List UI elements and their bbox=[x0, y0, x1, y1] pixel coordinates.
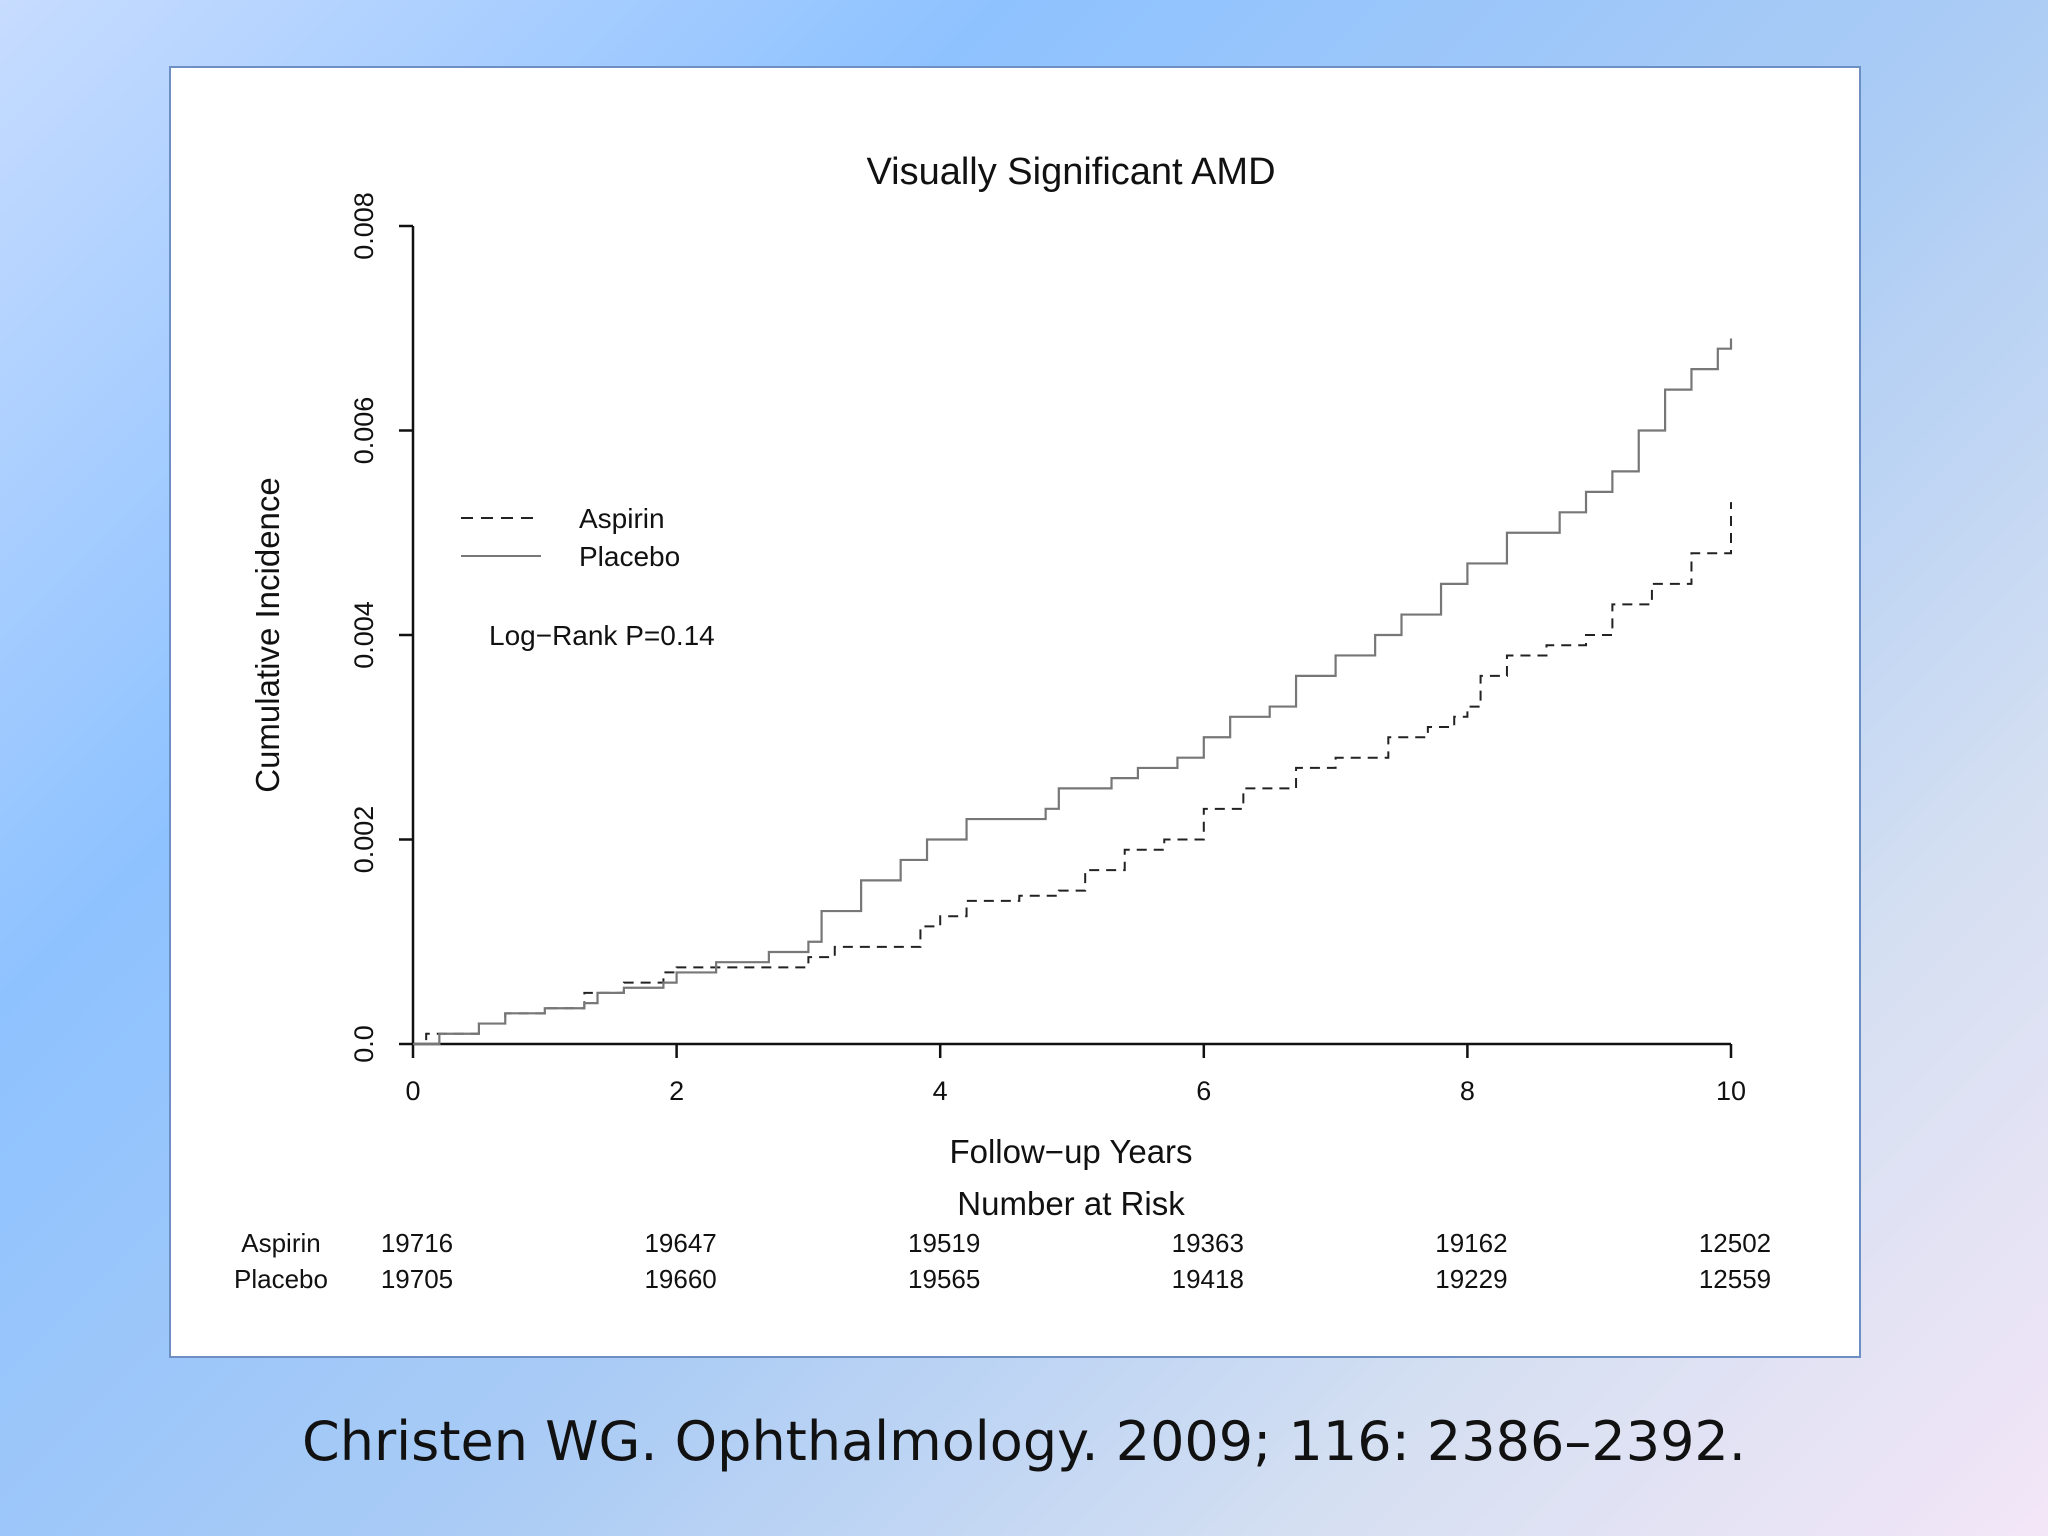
risk-value: 12502 bbox=[1699, 1228, 1771, 1258]
series-line-aspirin bbox=[413, 502, 1732, 1045]
chart-panel: Visually Significant AMD 0.0 0.002 0.004 0.… bbox=[169, 66, 1861, 1358]
chart-svg: Visually Significant AMD 0.00.0020.0040.… bbox=[234, 151, 1771, 1294]
risk-value: 19716 bbox=[381, 1228, 453, 1258]
risk-value: 19162 bbox=[1435, 1228, 1507, 1258]
x-tick-label: 4 bbox=[933, 1076, 948, 1106]
x-tick-label: 6 bbox=[1196, 1076, 1211, 1106]
legend-label-aspirin: Aspirin bbox=[579, 503, 665, 534]
y-ticks: 0.0 0.002 0.004 0.006 0.008 bbox=[349, 192, 413, 1063]
chart-title: Visually Significant AMD bbox=[866, 151, 1275, 193]
x-tick-label: 10 bbox=[1716, 1076, 1746, 1106]
y-tick-label: 0.008 bbox=[349, 192, 379, 260]
risk-value: 19418 bbox=[1172, 1264, 1244, 1294]
risk-row-label: Placebo bbox=[234, 1264, 328, 1294]
y-tick-label: 0.0 bbox=[349, 1025, 379, 1063]
risk-value: 19705 bbox=[381, 1264, 453, 1294]
series-group bbox=[413, 338, 1733, 1046]
x-tick-label: 0 bbox=[405, 1076, 420, 1106]
risk-value: 19647 bbox=[644, 1228, 716, 1258]
risk-value: 19660 bbox=[644, 1264, 716, 1294]
log-rank-annotation: Log−Rank P=0.14 bbox=[489, 620, 715, 651]
y-tick-label: 0.004 bbox=[349, 601, 379, 669]
legend: Aspirin Placebo bbox=[461, 503, 680, 572]
risk-value: 12559 bbox=[1699, 1264, 1771, 1294]
y-axis-label: Cumulative Incidence bbox=[249, 477, 286, 793]
y-tick-label: 0.002 bbox=[349, 806, 379, 874]
risk-value: 19229 bbox=[1435, 1264, 1507, 1294]
x-tick-label: 2 bbox=[669, 1076, 684, 1106]
risk-row-label: Aspirin bbox=[241, 1228, 320, 1258]
y-tick-label: 0.006 bbox=[349, 397, 379, 465]
x-ticks: 0 2 4 6 8 10 bbox=[405, 1044, 1746, 1106]
number-at-risk-table: Aspirin 19716 19647 19519 19363 19162 12502 Pla… bbox=[234, 1228, 1771, 1294]
x-tick-label: 8 bbox=[1460, 1076, 1475, 1106]
number-at-risk-title: Number at Risk bbox=[957, 1185, 1185, 1222]
risk-value: 19519 bbox=[908, 1228, 980, 1258]
legend-label-placebo: Placebo bbox=[579, 541, 680, 572]
risk-value: 19363 bbox=[1172, 1228, 1244, 1258]
risk-value: 19565 bbox=[908, 1264, 980, 1294]
series-line-placebo bbox=[413, 338, 1733, 1046]
x-axis-label: Follow−up Years bbox=[949, 1133, 1192, 1170]
citation-text: Christen WG. Ophthalmology. 2009; 116: 2… bbox=[302, 1410, 1746, 1473]
